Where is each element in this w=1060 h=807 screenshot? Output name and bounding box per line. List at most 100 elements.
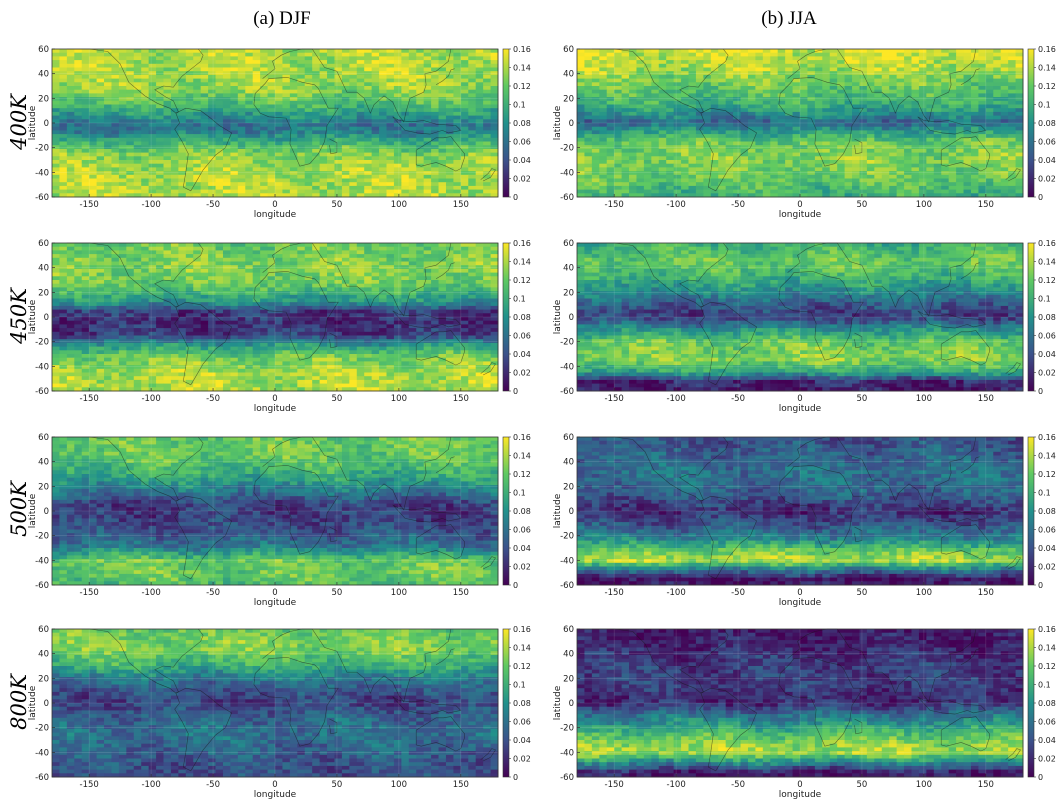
heatmap-cell xyxy=(446,190,454,194)
heatmap-cell xyxy=(446,153,454,157)
heatmap-cell xyxy=(852,186,860,190)
heatmap-cell xyxy=(334,149,342,153)
heatmap-cell xyxy=(689,112,697,116)
heatmap-cell xyxy=(453,53,461,57)
heatmap-cell xyxy=(614,171,622,175)
heatmap-cell xyxy=(659,175,667,179)
heatmap-cell xyxy=(334,93,342,97)
heatmap-cell xyxy=(372,49,380,53)
heatmap-cell xyxy=(599,112,607,116)
heatmap-cell xyxy=(949,171,957,175)
heatmap-cell xyxy=(659,64,667,68)
heatmap-cell xyxy=(859,53,867,57)
heatmap-cell xyxy=(461,64,469,68)
heatmap-cell xyxy=(461,167,469,171)
heatmap-cell xyxy=(919,171,927,175)
heatmap-cell xyxy=(401,175,409,179)
heatmap-cell xyxy=(349,186,357,190)
heatmap-cell xyxy=(577,149,585,153)
heatmap-cell xyxy=(741,145,749,149)
heatmap-cell xyxy=(1008,90,1016,94)
heatmap-cell xyxy=(674,108,682,112)
heatmap-cell xyxy=(815,86,823,90)
heatmap-cell xyxy=(807,60,815,64)
heatmap-cell xyxy=(126,130,134,134)
heatmap-cell xyxy=(807,64,815,68)
heatmap-cell xyxy=(476,127,484,131)
heatmap-cell xyxy=(282,68,290,72)
heatmap-cell xyxy=(297,90,305,94)
heatmap-cell xyxy=(889,160,897,164)
heatmap-cell xyxy=(859,134,867,138)
heatmap-cell xyxy=(949,93,957,97)
heatmap-cell xyxy=(859,175,867,179)
heatmap-cell xyxy=(696,79,704,83)
heatmap-cell xyxy=(584,142,592,146)
heatmap-cell xyxy=(320,156,328,160)
heatmap-cell xyxy=(837,64,845,68)
heatmap-cell xyxy=(245,71,253,75)
heatmap-cell xyxy=(171,82,179,86)
heatmap-cell xyxy=(755,182,763,186)
heatmap-cell xyxy=(379,156,387,160)
heatmap-cell xyxy=(1008,56,1016,60)
heatmap-cell xyxy=(837,101,845,105)
heatmap-cell xyxy=(320,93,328,97)
heatmap-cell xyxy=(297,134,305,138)
heatmap-cell xyxy=(349,82,357,86)
heatmap-cell xyxy=(852,179,860,183)
heatmap-cell xyxy=(82,112,90,116)
heatmap-cell xyxy=(461,108,469,112)
heatmap-cell xyxy=(926,186,934,190)
heatmap-cell xyxy=(461,134,469,138)
heatmap-cell xyxy=(874,53,882,57)
heatmap-cell xyxy=(230,145,238,149)
heatmap-cell xyxy=(830,123,838,127)
heatmap-cell xyxy=(674,93,682,97)
heatmap-cell xyxy=(993,190,1001,194)
heatmap-cell xyxy=(674,127,682,131)
heatmap-cell xyxy=(726,153,734,157)
heatmap-cell xyxy=(711,75,719,79)
heatmap-cell xyxy=(1001,68,1009,72)
heatmap-cell xyxy=(696,190,704,194)
heatmap-cell xyxy=(342,243,350,247)
heatmap-cell xyxy=(726,60,734,64)
heatmap-cell xyxy=(446,171,454,175)
heatmap-cell xyxy=(394,68,402,72)
heatmap-cell xyxy=(703,105,711,109)
heatmap-cell xyxy=(651,145,659,149)
heatmap-cell xyxy=(949,105,957,109)
heatmap-cell xyxy=(882,153,890,157)
heatmap-cell xyxy=(156,75,164,79)
heatmap-cell xyxy=(622,86,630,90)
heatmap-cell xyxy=(275,68,283,72)
heatmap-cell xyxy=(934,105,942,109)
heatmap-cell xyxy=(253,190,261,194)
heatmap-cell xyxy=(599,105,607,109)
heatmap-cell xyxy=(253,160,261,164)
heatmap-cell xyxy=(424,64,432,68)
heatmap-cell xyxy=(770,175,778,179)
heatmap-cell xyxy=(164,134,172,138)
x-tick-label: 50 xyxy=(857,200,868,210)
heatmap-cell xyxy=(696,156,704,160)
heatmap-cell xyxy=(74,93,82,97)
heatmap-cell xyxy=(949,134,957,138)
heatmap-cell xyxy=(104,101,112,105)
heatmap-cell xyxy=(629,71,637,75)
heatmap-cell xyxy=(327,190,335,194)
heatmap-cell xyxy=(216,60,224,64)
heatmap-cell xyxy=(644,182,652,186)
heatmap-cell xyxy=(111,75,119,79)
heatmap-cell xyxy=(193,130,201,134)
heatmap-cell xyxy=(59,68,67,72)
heatmap-cell xyxy=(305,97,313,101)
heatmap-cell xyxy=(238,68,246,72)
heatmap-cell xyxy=(919,160,927,164)
heatmap-cell xyxy=(201,60,209,64)
heatmap-cell xyxy=(614,60,622,64)
heatmap-cell xyxy=(874,75,882,79)
heatmap-cell xyxy=(290,108,298,112)
heatmap-cell xyxy=(859,182,867,186)
